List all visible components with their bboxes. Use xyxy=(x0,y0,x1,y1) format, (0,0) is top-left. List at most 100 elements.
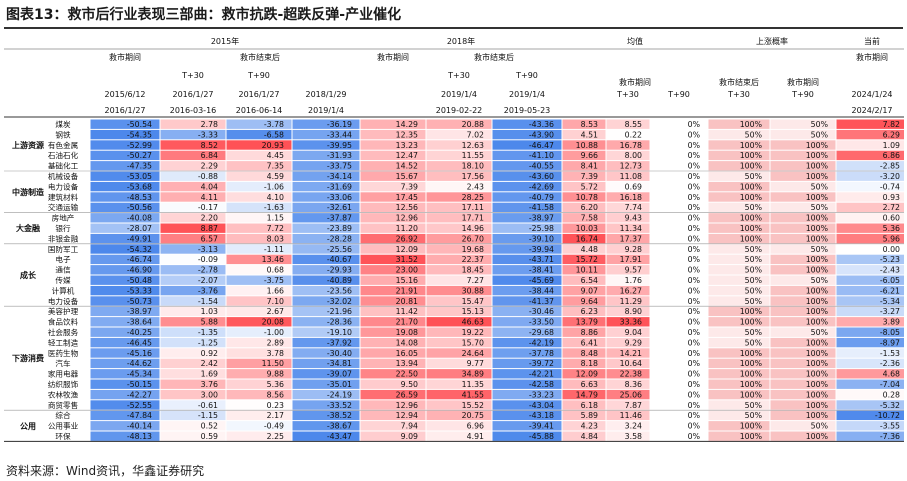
cell-value: -50.56 xyxy=(127,203,152,212)
value-cell xyxy=(492,161,562,171)
value-cell xyxy=(426,202,492,213)
cell-value: -0.88 xyxy=(198,172,218,181)
value-cell xyxy=(650,358,708,369)
cell-value: -1.35 xyxy=(198,328,218,337)
value-cell xyxy=(160,213,226,223)
cell-value: -40.55 xyxy=(529,162,554,171)
cell-value: 6.18 xyxy=(581,401,598,410)
value-cell xyxy=(562,244,606,254)
cell-value: 46.63 xyxy=(462,318,484,327)
cell-value: 2.43 xyxy=(467,182,484,191)
value-cell xyxy=(606,327,650,337)
value-cell xyxy=(650,379,708,389)
cell-value: -8.97 xyxy=(880,338,900,347)
value-cell xyxy=(562,337,606,348)
cell-value: 100% xyxy=(806,224,828,233)
cell-value: 100% xyxy=(806,162,828,171)
value-cell xyxy=(226,192,292,202)
cell-value: 6.54 xyxy=(581,276,598,285)
value-cell xyxy=(292,213,360,223)
cell-value: -5.34 xyxy=(880,297,900,306)
industry-name: 美容护理 xyxy=(48,306,79,316)
value-cell xyxy=(492,421,562,431)
start-date: 2016/1/27 xyxy=(238,90,279,99)
cell-value: 17.71 xyxy=(462,214,484,223)
cell-value: 6.57 xyxy=(201,234,218,243)
value-cell xyxy=(492,296,562,306)
cell-value: 3.24 xyxy=(625,422,642,431)
cell-value: 8.90 xyxy=(625,307,642,316)
cell-value: -1.63 xyxy=(264,203,284,212)
industry-name: 计算机 xyxy=(52,285,75,295)
value-cell xyxy=(292,348,360,358)
cell-value: -33.44 xyxy=(327,130,352,139)
cell-value: 6.29 xyxy=(883,130,900,139)
cell-value: 1.09 xyxy=(883,141,900,150)
sub-header: 救市结束后 xyxy=(240,52,280,62)
value-cell xyxy=(562,275,606,285)
cell-value: -50.48 xyxy=(127,276,152,285)
cell-value: -34.14 xyxy=(327,172,352,181)
cell-value: -10.72 xyxy=(875,411,900,420)
cell-value: 4.68 xyxy=(883,370,900,379)
horizon-header: T+90 xyxy=(247,71,270,80)
value-cell xyxy=(360,213,426,223)
cell-value: 41.55 xyxy=(462,390,484,399)
cell-value: -42.21 xyxy=(529,370,554,379)
cell-value: 9.88 xyxy=(267,370,284,379)
cell-value: 15.13 xyxy=(462,307,484,316)
value-cell xyxy=(292,244,360,254)
value-cell xyxy=(226,213,292,223)
value-cell xyxy=(492,181,562,192)
value-cell xyxy=(562,369,606,379)
value-cell xyxy=(360,389,426,400)
cell-value: 12.35 xyxy=(396,130,418,139)
cell-value: -45.34 xyxy=(127,370,152,379)
value-cell xyxy=(770,379,836,389)
cell-value: 2.29 xyxy=(201,162,218,171)
cell-value: -35.01 xyxy=(327,380,352,389)
value-cell xyxy=(770,410,836,421)
cell-value: -37.78 xyxy=(529,349,554,358)
cell-value: 16.74 xyxy=(576,234,598,243)
value-cell xyxy=(292,285,360,296)
cell-value: -30.40 xyxy=(327,349,352,358)
value-cell xyxy=(360,348,426,358)
value-cell xyxy=(606,275,650,285)
cell-value: -1.25 xyxy=(198,338,218,347)
value-cell xyxy=(708,119,770,129)
cell-value: 14.96 xyxy=(462,224,484,233)
value-cell xyxy=(226,431,292,441)
cell-value: -6.58 xyxy=(264,130,284,139)
cell-value: 13.46 xyxy=(262,255,284,264)
industry-name: 医药生物 xyxy=(48,348,79,358)
cell-value: 4.45 xyxy=(267,151,284,160)
value-cell xyxy=(836,129,904,140)
value-cell xyxy=(226,244,292,254)
cell-value: 0% xyxy=(688,224,700,233)
value-cell xyxy=(770,400,836,410)
value-cell xyxy=(90,140,160,150)
value-cell xyxy=(836,421,904,431)
cell-value: 16.18 xyxy=(620,193,642,202)
cell-value: -47.84 xyxy=(127,411,152,420)
value-cell xyxy=(292,202,360,213)
cell-value: 17.11 xyxy=(462,203,484,212)
cell-value: -29.93 xyxy=(327,266,352,275)
value-cell xyxy=(426,192,492,202)
cell-value: -30.46 xyxy=(529,307,554,316)
industry-name: 家用电器 xyxy=(48,369,79,379)
value-cell xyxy=(226,369,292,379)
value-cell xyxy=(562,202,606,213)
cell-value: 0% xyxy=(688,162,700,171)
cell-value: 2.20 xyxy=(201,214,218,223)
cell-value: -0.61 xyxy=(198,401,218,410)
cell-value: 0.28 xyxy=(883,390,900,399)
value-cell xyxy=(160,348,226,358)
cell-value: 100% xyxy=(806,214,828,223)
cell-value: 8.53 xyxy=(581,120,598,129)
cell-value: 26.70 xyxy=(462,234,484,243)
value-cell xyxy=(770,140,836,150)
value-cell xyxy=(650,421,708,431)
value-cell xyxy=(160,400,226,410)
